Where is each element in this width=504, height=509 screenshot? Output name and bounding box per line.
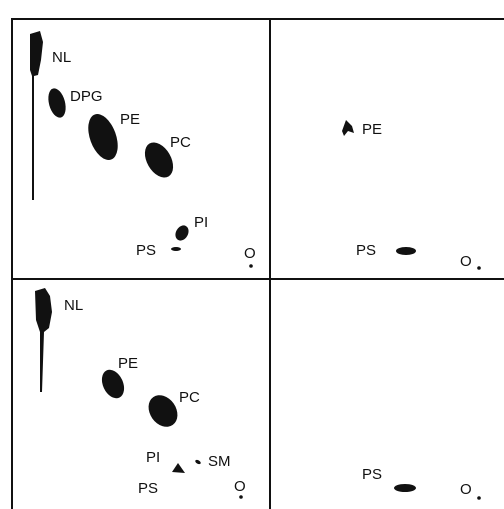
origin-label: O	[244, 245, 256, 262]
spot	[143, 390, 184, 433]
spot	[83, 110, 124, 164]
spot-label: PS	[136, 242, 156, 259]
spot	[394, 484, 416, 492]
spot-label: PC	[179, 389, 200, 406]
spot-label: PI	[194, 214, 208, 231]
panel-bottom-left: NL PE PC PI SM PS O	[35, 288, 246, 499]
spot	[45, 86, 68, 119]
origin-label: O	[460, 253, 472, 270]
panel-top-right: PE PS O	[342, 120, 481, 270]
spot-label: PS	[138, 480, 158, 497]
origin-label: O	[234, 478, 246, 495]
spot-label: PS	[362, 466, 382, 483]
origin-dot	[239, 495, 243, 499]
origin-label: O	[460, 481, 472, 498]
origin-dot	[477, 496, 481, 500]
spot	[342, 120, 354, 136]
spot-label: PS	[356, 242, 376, 259]
spot-label: PE	[362, 121, 382, 138]
origin-dot	[249, 264, 253, 268]
spot-label: PI	[146, 449, 160, 466]
spot-label: PE	[120, 111, 140, 128]
page: NL DPG PE PC PI PS O PE PS O NL PE PC PI…	[0, 0, 504, 509]
tlc-figure: NL DPG PE PC PI PS O PE PS O NL PE PC PI…	[0, 0, 504, 509]
spot	[171, 247, 181, 251]
spot-label: DPG	[70, 88, 103, 105]
panel-top-left: NL DPG PE PC PI PS O	[30, 31, 256, 268]
spot-label: SM	[208, 453, 231, 470]
spot-label: NL	[64, 297, 83, 314]
nl-streak	[35, 288, 52, 392]
spot-label: PC	[170, 134, 191, 151]
spot-label: PE	[118, 355, 138, 372]
nl-streak	[30, 31, 43, 200]
spot	[195, 459, 202, 465]
spot-label: NL	[52, 49, 71, 66]
panel-bottom-right: PS O	[362, 466, 481, 500]
spot	[173, 223, 191, 243]
spot	[396, 247, 416, 255]
spot	[172, 463, 185, 473]
origin-dot	[477, 266, 481, 270]
